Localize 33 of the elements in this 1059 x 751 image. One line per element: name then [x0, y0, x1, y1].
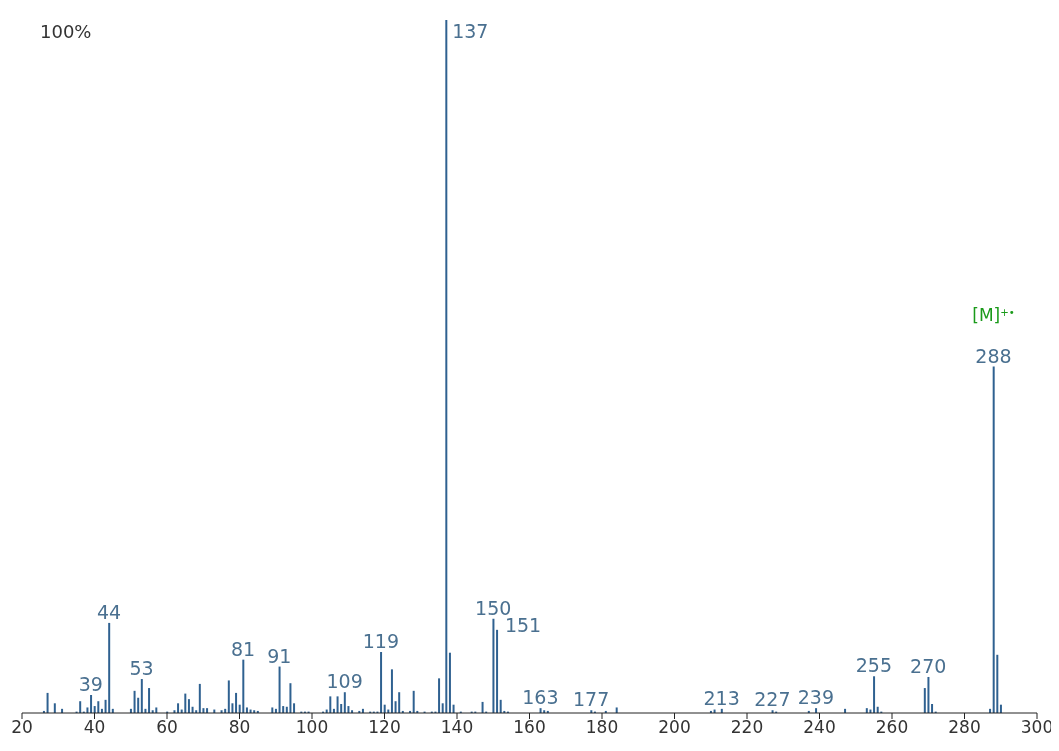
- annotation: 39: [78, 672, 103, 695]
- x-tick-label: 120: [368, 717, 401, 738]
- x-tick-label: 220: [730, 717, 764, 738]
- annotation: 150: [475, 596, 512, 619]
- x-tick-label: 180: [585, 717, 619, 738]
- x-tick-label: 140: [440, 717, 474, 738]
- annotation: 177: [572, 688, 610, 711]
- annotation: 137: [452, 20, 489, 42]
- annotation: 163: [522, 686, 559, 709]
- annotation: [M]$^{+•}$: [972, 304, 1015, 325]
- x-tick-label: 60: [156, 717, 178, 738]
- x-tick-label: 240: [803, 717, 836, 738]
- x-tick-label: 160: [513, 717, 546, 738]
- x-tick-label: 280: [948, 717, 981, 738]
- annotation: 255: [855, 654, 893, 677]
- annotation: 100%: [40, 21, 92, 42]
- annotation: 213: [703, 686, 740, 709]
- annotation: 53: [129, 657, 154, 680]
- annotation: 270: [910, 654, 947, 677]
- x-tick-label: 20: [11, 717, 33, 738]
- x-tick-label: 40: [83, 717, 106, 738]
- annotation: 81: [231, 637, 256, 660]
- annotation: 119: [362, 630, 400, 653]
- annotation: 91: [267, 644, 292, 667]
- x-tick-label: 260: [875, 717, 909, 738]
- x-tick-label: 200: [658, 717, 691, 738]
- x-tick-label: 100: [295, 717, 329, 738]
- x-tick-label: 80: [228, 717, 251, 738]
- annotation: 44: [96, 600, 122, 623]
- annotation: 239: [797, 686, 835, 709]
- annotation: 109: [326, 670, 363, 693]
- annotation: 288: [975, 344, 1012, 367]
- annotation: 227: [754, 688, 791, 711]
